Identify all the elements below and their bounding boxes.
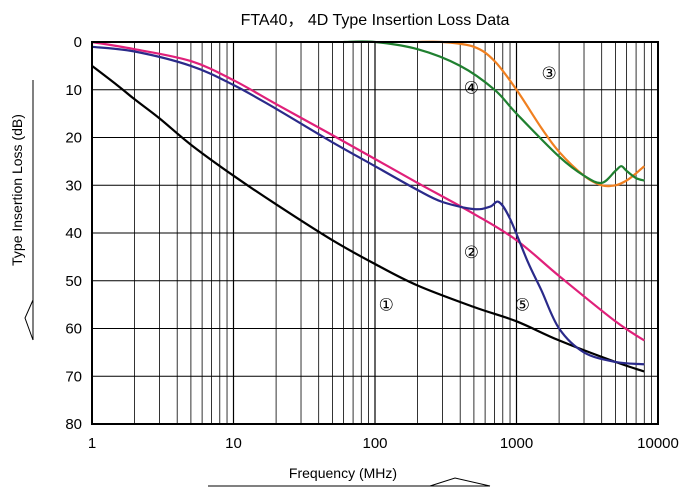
- plot-frame: [91, 41, 659, 425]
- y-tick-label: 80: [65, 416, 82, 433]
- x-tick-label: 10: [225, 435, 242, 452]
- y-tick-label: 0: [74, 34, 82, 51]
- y-axis-label: Type Insertion Loss (dB): [9, 114, 25, 266]
- y-tick-label: 20: [65, 130, 82, 147]
- series-lines: [91, 40, 645, 373]
- series-label-2: ②: [464, 243, 479, 262]
- series-labels: ① ② ③ ④ ⑤: [379, 64, 557, 315]
- y-tick-label: 70: [65, 368, 82, 385]
- y-tick-label: 10: [65, 82, 82, 99]
- x-tick-label: 100: [362, 435, 387, 452]
- plot-grid: [92, 42, 658, 424]
- x-tick-label: 1000: [500, 435, 533, 452]
- y-tick-label: 30: [65, 177, 82, 194]
- y-tick-label: 60: [65, 321, 82, 338]
- y-tick-label: 40: [65, 225, 82, 242]
- series-line-4: [343, 40, 645, 185]
- series-line-2: [91, 40, 645, 342]
- x-tick-label: 10000: [637, 435, 679, 452]
- series-line-1: [91, 65, 645, 373]
- series-label-1: ①: [379, 296, 394, 315]
- x-tick-labels: 1 10 100 1000 10000: [88, 435, 679, 452]
- x-axis-label: Frequency (MHz): [289, 465, 397, 481]
- series-label-4: ④: [464, 78, 479, 97]
- x-label-tick-mark: [429, 477, 491, 487]
- series-label-3: ③: [541, 64, 556, 83]
- chart-title: FTA40， 4D Type Insertion Loss Data: [241, 12, 510, 29]
- axis-label-decoration: [24, 80, 491, 487]
- y-label-tick-mark: [24, 299, 34, 341]
- series-line-3: [417, 40, 645, 188]
- y-tick-labels: 0 10 20 30 40 50 60 70 80: [65, 34, 82, 433]
- y-tick-label: 50: [65, 273, 82, 290]
- series-line-5: [91, 45, 645, 366]
- x-tick-label: 1: [88, 435, 96, 452]
- series-label-5: ⑤: [515, 296, 530, 315]
